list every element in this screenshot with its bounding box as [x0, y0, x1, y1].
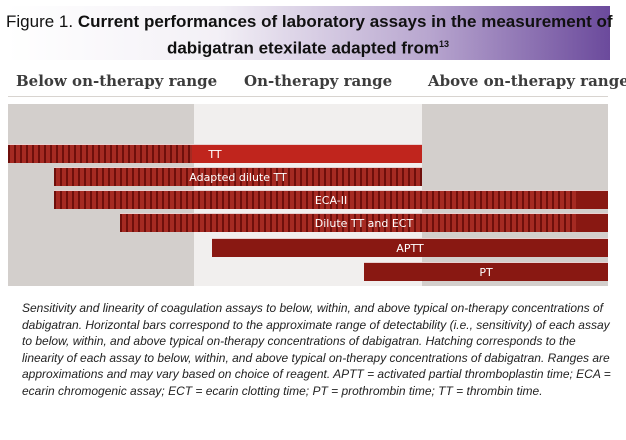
bar-aptt: APTT — [212, 238, 608, 257]
bar-pt: PT — [364, 262, 608, 281]
bar-pt-label: PT — [479, 266, 493, 279]
header-above-range: Above on-therapy range — [428, 72, 626, 90]
bar-adapted-dilute-tt-label: Adapted dilute TT — [189, 171, 287, 184]
bar-tt: TT — [8, 144, 422, 163]
bar-aptt-label: APTT — [396, 242, 424, 255]
bar-adapted-dilute-tt: Adapted dilute TT — [54, 167, 422, 186]
figure-label: Figure 1. — [6, 12, 74, 31]
figure-title-banner: Figure 1. Current performances of labora… — [6, 6, 613, 60]
bar-eca-ii: ECA-II — [54, 190, 608, 209]
bar-dilute-tt-ect-hatched — [120, 213, 576, 232]
figure-title-line-1: Figure 1. Current performances of labora… — [6, 12, 613, 32]
bar-tt-label: TT — [208, 148, 222, 161]
header-on-range: On-therapy range — [244, 72, 393, 90]
bar-dilute-tt-ect: Dilute TT and ECT — [120, 213, 608, 232]
bar-dilute-tt-ect-label: Dilute TT and ECT — [314, 217, 414, 230]
header-below-range: Below on-therapy range — [16, 72, 218, 90]
figure-title-part1: Current performances of laboratory assay… — [77, 12, 613, 31]
figure-title-part2: dabigatran etexilate adapted from — [166, 38, 440, 58]
figure-caption: Sensitivity and linearity of coagulation… — [22, 301, 611, 398]
bar-eca-ii-label: ECA-II — [314, 194, 348, 207]
figure-title-line-2: dabigatran etexilate adapted from13 — [6, 34, 610, 59]
figure-reference: 13 — [439, 39, 450, 49]
header-divider — [8, 96, 608, 97]
